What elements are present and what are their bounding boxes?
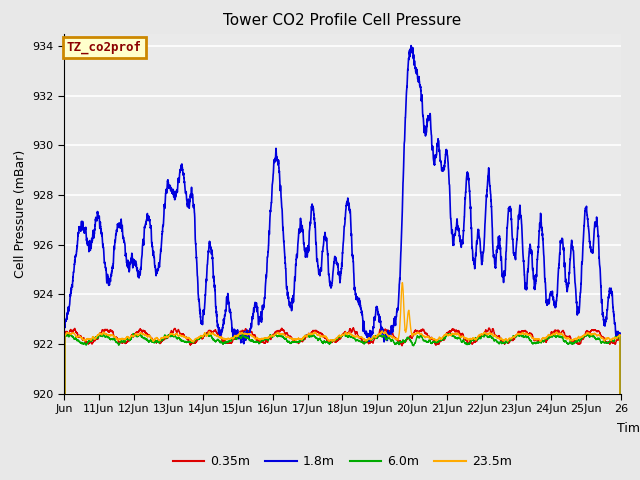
0.35m xyxy=(393,337,401,343)
6.0m xyxy=(363,339,371,345)
Line: 1.8m: 1.8m xyxy=(64,46,621,480)
1.8m xyxy=(363,334,371,340)
0.35m xyxy=(175,329,183,335)
23.5m xyxy=(363,337,371,343)
0.35m xyxy=(523,329,531,335)
Legend: 0.35m, 1.8m, 6.0m, 23.5m: 0.35m, 1.8m, 6.0m, 23.5m xyxy=(168,450,517,473)
1.8m xyxy=(523,284,531,290)
23.5m xyxy=(523,331,531,336)
23.5m xyxy=(393,336,401,341)
Line: 6.0m: 6.0m xyxy=(64,334,621,480)
1.8m xyxy=(175,174,183,180)
Title: Tower CO2 Profile Cell Pressure: Tower CO2 Profile Cell Pressure xyxy=(223,13,461,28)
6.0m xyxy=(482,331,490,336)
Text: TZ_co2prof: TZ_co2prof xyxy=(67,41,142,54)
1.8m xyxy=(407,43,415,48)
Line: 23.5m: 23.5m xyxy=(64,283,621,480)
23.5m xyxy=(399,280,406,286)
1.8m xyxy=(537,215,545,221)
0.35m xyxy=(349,325,357,331)
23.5m xyxy=(175,333,183,338)
0.35m xyxy=(364,339,371,345)
1.8m xyxy=(393,309,401,315)
X-axis label: Time: Time xyxy=(616,422,640,435)
Line: 0.35m: 0.35m xyxy=(64,328,621,480)
Y-axis label: Cell Pressure (mBar): Cell Pressure (mBar) xyxy=(13,149,27,278)
0.35m xyxy=(537,339,545,345)
6.0m xyxy=(523,335,531,340)
23.5m xyxy=(537,338,545,344)
6.0m xyxy=(537,340,545,346)
6.0m xyxy=(393,340,401,346)
6.0m xyxy=(175,336,183,341)
0.35m xyxy=(495,333,503,338)
6.0m xyxy=(495,341,503,347)
1.8m xyxy=(495,236,503,242)
23.5m xyxy=(495,336,503,342)
